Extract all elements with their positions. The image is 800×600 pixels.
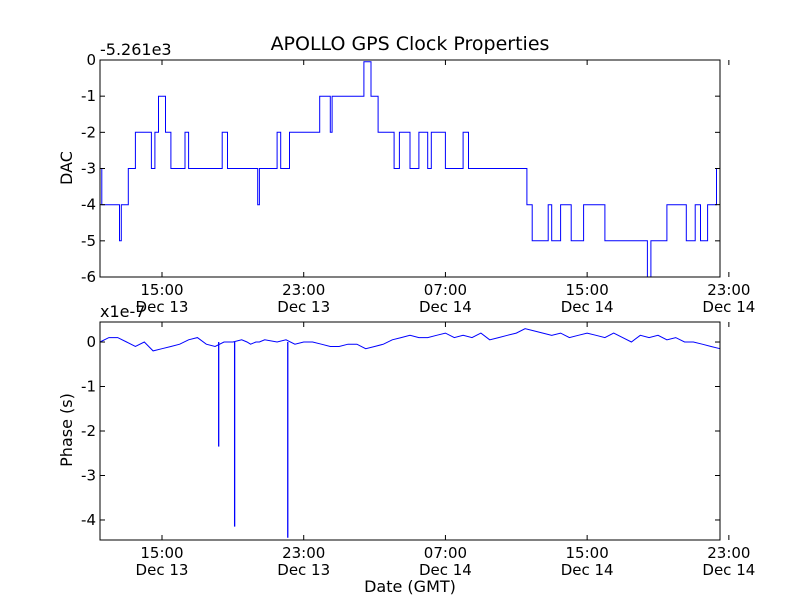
bottom-xtick-time-label: 07:00 <box>424 544 467 562</box>
bottom-xtick-date-label: Dec 13 <box>136 561 189 579</box>
top-ytick-label: -3 <box>81 160 96 178</box>
top-xtick-time-label: 23:00 <box>707 281 750 299</box>
bottom-ytick-label: -2 <box>81 422 96 440</box>
top-xtick-time-label: 07:00 <box>424 281 467 299</box>
top-ytick-label: -5 <box>81 232 96 250</box>
bottom-xtick-date-label: Dec 14 <box>702 561 755 579</box>
top-ytick-label: 0 <box>86 51 96 69</box>
bottom-ytick-label: -3 <box>81 466 96 484</box>
bottom-ytick-label: -1 <box>81 378 96 396</box>
bottom-xtick-time-label: 15:00 <box>566 544 609 562</box>
bottom-ylabel: Phase (s) <box>57 393 76 467</box>
bottom-xtick-time-label: 23:00 <box>707 544 750 562</box>
top-ytick-label: -4 <box>81 196 96 214</box>
top-xtick-date-label: Dec 13 <box>277 298 330 316</box>
bottom-ytick-label: 0 <box>86 333 96 351</box>
top-offset-label: -5.261e3 <box>100 40 172 59</box>
top-xtick-time-label: 23:00 <box>282 281 325 299</box>
top-xtick-time-label: 15:00 <box>140 281 183 299</box>
bottom-xtick-date-label: Dec 13 <box>277 561 330 579</box>
bottom-plot-frame <box>100 322 720 540</box>
bottom-xtick-date-label: Dec 14 <box>561 561 614 579</box>
bottom-xtick-time-label: 15:00 <box>140 544 183 562</box>
top-ylabel: DAC <box>57 151 76 185</box>
bottom-xtick-time-label: 23:00 <box>282 544 325 562</box>
top-ytick-label: -6 <box>81 268 96 286</box>
top-xtick-time-label: 15:00 <box>566 281 609 299</box>
top-ytick-label: -1 <box>81 87 96 105</box>
top-xtick-date-label: Dec 13 <box>136 298 189 316</box>
bottom-xlabel: Date (GMT) <box>364 577 456 596</box>
top-xtick-date-label: Dec 14 <box>702 298 755 316</box>
bottom-series-line <box>100 329 720 351</box>
bottom-xtick-date-label: Dec 14 <box>419 561 472 579</box>
bottom-ytick-label: -4 <box>81 511 96 529</box>
top-xtick-date-label: Dec 14 <box>561 298 614 316</box>
chart-title: APOLLO GPS Clock Properties <box>271 33 550 55</box>
top-series-line <box>100 62 720 277</box>
top-ytick-label: -2 <box>81 123 96 141</box>
top-xtick-date-label: Dec 14 <box>419 298 472 316</box>
